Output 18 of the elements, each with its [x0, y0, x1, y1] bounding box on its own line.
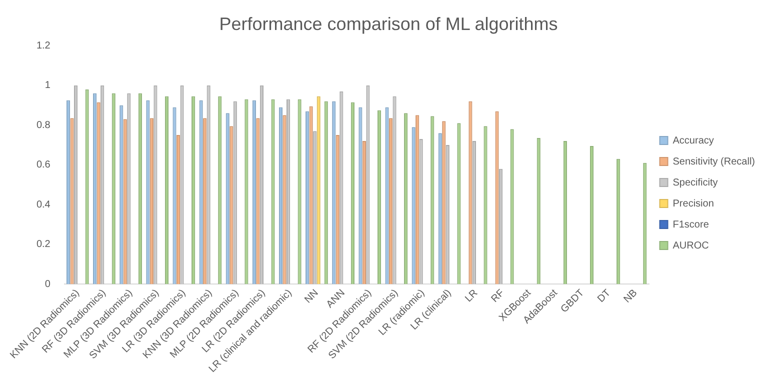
chart-title: Performance comparison of ML algorithms: [219, 14, 558, 34]
x-tick-label: NB: [622, 287, 640, 306]
y-tick-label: 1: [44, 80, 51, 92]
y-tick-label: 0.6: [36, 160, 51, 171]
y-tick-label: 0.2: [36, 239, 51, 250]
x-tick-label: DT: [596, 288, 613, 305]
y-tick-label: 0.4: [36, 199, 51, 210]
legend-label: F1score: [672, 219, 710, 230]
legend-label: Accuracy: [672, 135, 714, 146]
legend-label: Specificity: [672, 177, 718, 188]
x-tick-label: LR: [463, 288, 480, 304]
legend-label: AUROC: [672, 240, 709, 252]
legend-label: Precision: [672, 198, 714, 210]
y-tick-label: 0: [44, 278, 51, 290]
y-tick-label: 0.8: [36, 120, 51, 131]
y-tick-label: 1.2: [36, 40, 51, 52]
x-tick-label: NN: [302, 288, 321, 306]
legend-label: Sensitivity (Recall): [672, 156, 756, 168]
